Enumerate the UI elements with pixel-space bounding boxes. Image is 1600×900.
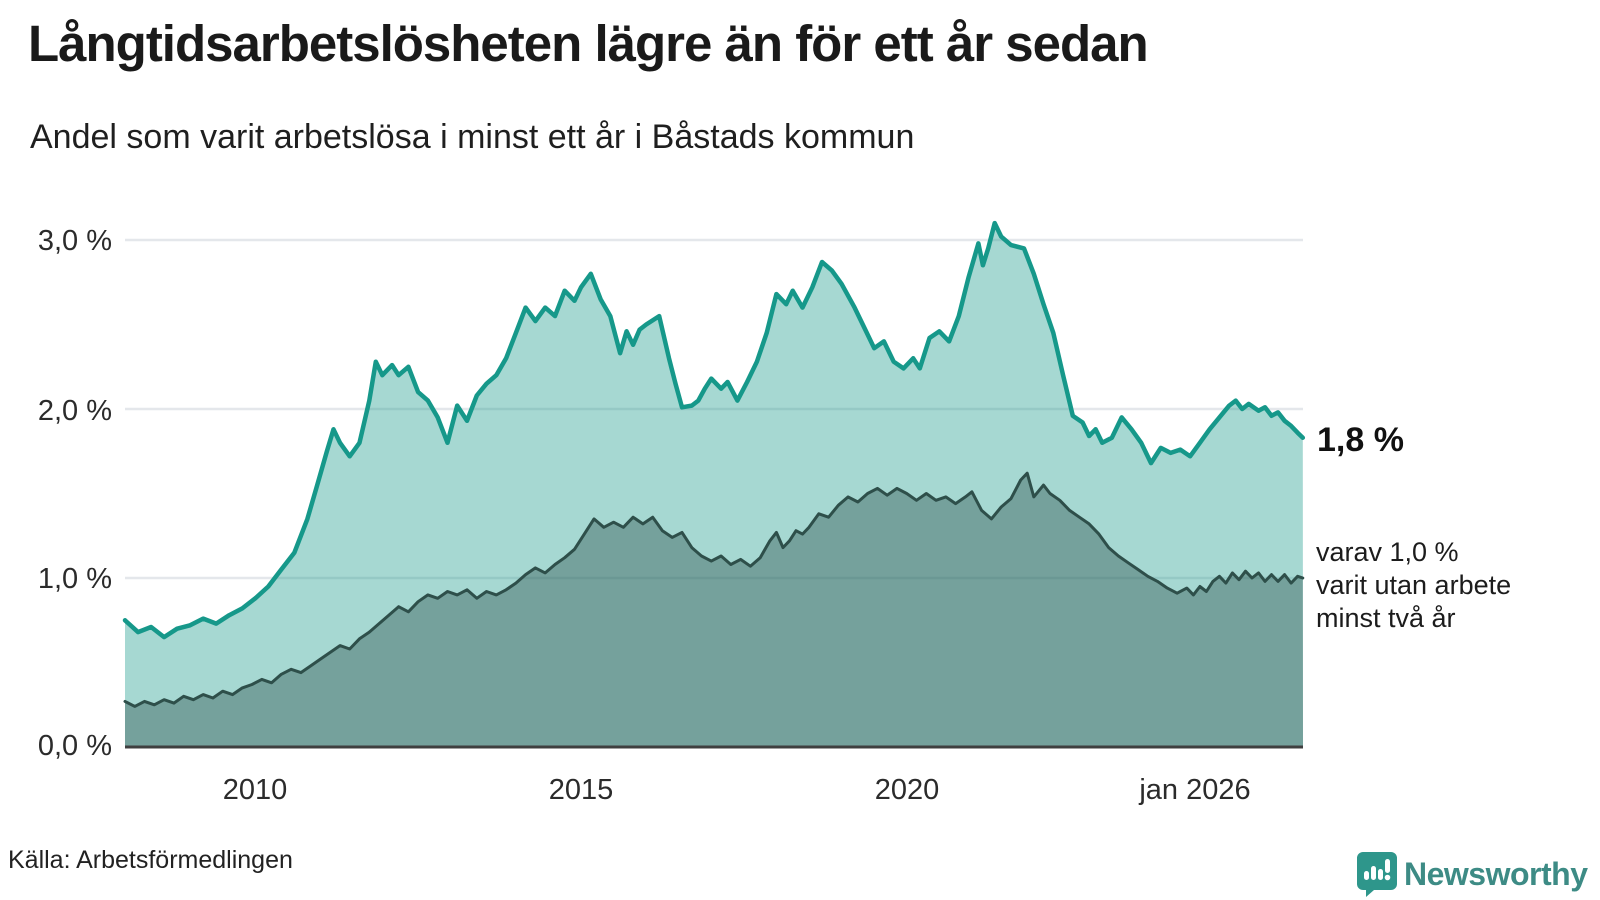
y-axis-tick-3: 3,0 % [37, 225, 112, 257]
total-line [122, 220, 1306, 640]
x-axis-tick-jan-2026: jan 2026 [1139, 774, 1251, 806]
latest-total-label: 1,8 % [1317, 421, 1404, 459]
two-year-annotation-line1: varav 1,0 % [1316, 537, 1459, 567]
y-axis-tick-2: 2,0 % [37, 395, 112, 427]
newsworthy-wordmark: Newsworthy [1404, 856, 1588, 892]
y-axis-tick-1: 1,0 % [37, 563, 112, 595]
source-note: Källa: Arbetsförmedlingen [8, 846, 293, 874]
y-axis-tick-0: 0,0 % [37, 730, 112, 762]
page-title: Långtidsarbetslösheten lägre än för ett … [28, 15, 1149, 72]
two-year-annotation-line2: varit utan arbete [1316, 570, 1512, 600]
newsworthy-logo-icon [1357, 852, 1397, 897]
two-year-annotation: varav 1,0 % varit utan arbete minst två … [1316, 536, 1511, 635]
two-year-line [123, 471, 1305, 708]
x-axis-tick-2015: 2015 [548, 774, 614, 806]
x-axis-tick-2010: 2010 [222, 774, 288, 806]
x-axis-tick-2020: 2020 [874, 774, 940, 806]
total-area [125, 223, 1303, 748]
two-year-annotation-line3: minst två år [1316, 603, 1456, 633]
two-year-area [125, 473, 1303, 747]
page-subtitle: Andel som varit arbetslösa i minst ett å… [30, 118, 915, 156]
